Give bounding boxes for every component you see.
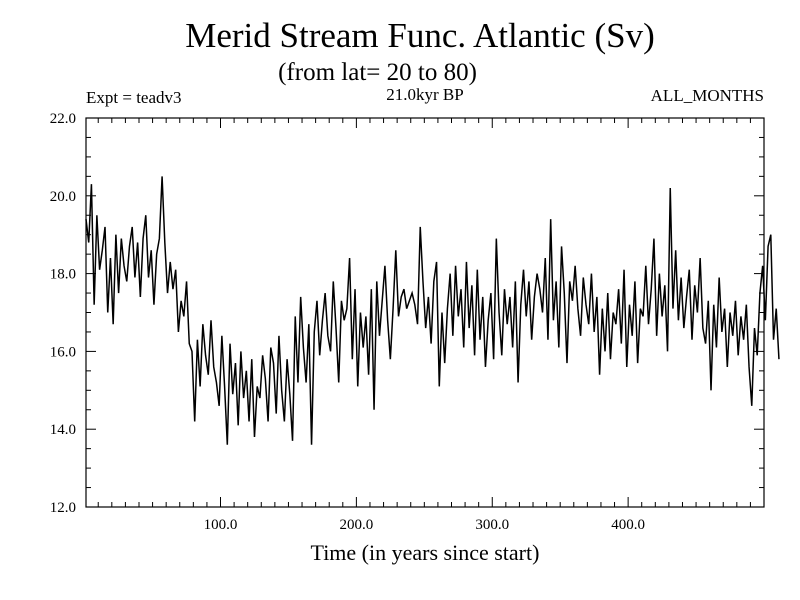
y-tick-label: 18.0: [50, 267, 76, 283]
axis-ticks: [86, 118, 764, 507]
x-tick-label: 200.0: [340, 517, 374, 533]
chart-title: Merid Stream Func. Atlantic (Sv): [185, 16, 655, 55]
x-tick-label: 100.0: [204, 517, 238, 533]
y-tick-label: 16.0: [50, 344, 76, 360]
x-axis-label: Time (in years since start): [310, 540, 540, 565]
y-tick-label: 12.0: [50, 500, 76, 516]
x-tick-label: 400.0: [611, 517, 645, 533]
chart-subtitle: (from lat= 20 to 80): [278, 59, 477, 86]
y-tick-label: 22.0: [50, 111, 76, 127]
x-tick-label: 300.0: [475, 517, 509, 533]
epoch-label: 21.0kyr BP: [386, 85, 464, 104]
experiment-label: Expt = teadv3: [86, 88, 182, 107]
plot-frame: [85, 117, 765, 508]
y-tick-label: 20.0: [50, 189, 76, 205]
months-label: ALL_MONTHS: [650, 86, 764, 105]
axis-tick-labels: 100.0 200.0 300.0 400.0 12.0 14.0 16.0 18.0 20.0…: [50, 111, 645, 533]
series-line: [85, 176, 780, 445]
y-tick-label: 14.0: [50, 422, 76, 438]
